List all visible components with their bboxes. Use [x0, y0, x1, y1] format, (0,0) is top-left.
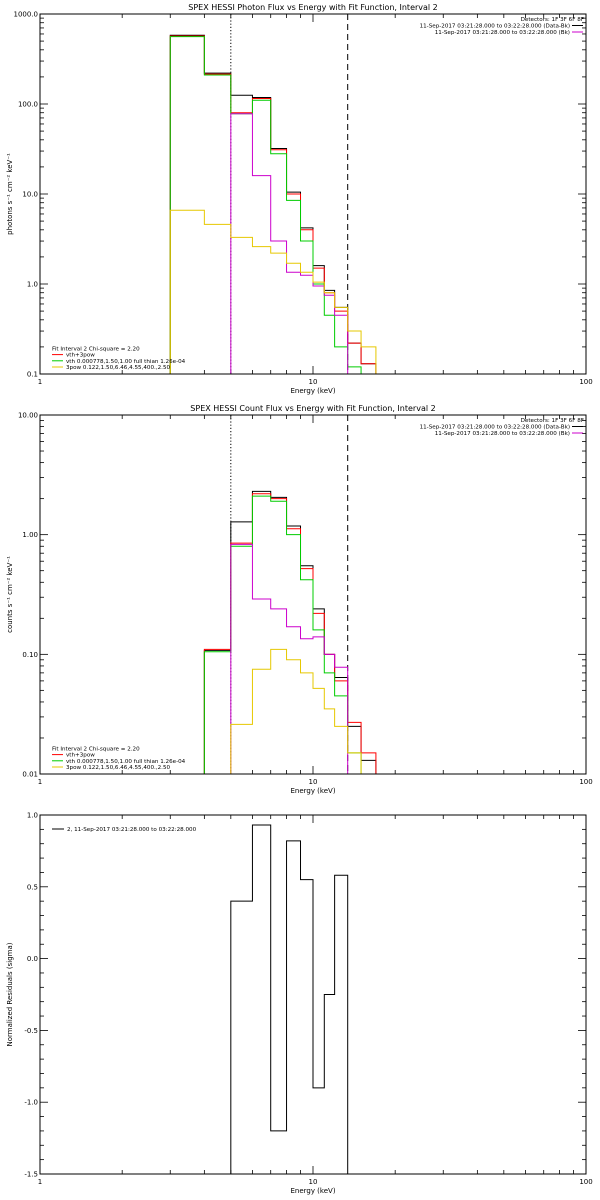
chart-1: SPEX HESSI Photon Flux vs Energy with Fi… [6, 3, 593, 395]
series-5-line [169, 209, 377, 374]
x-tick-label: 1 [38, 378, 42, 386]
x-tick-label: 10 [309, 378, 318, 386]
series-2-line [203, 493, 377, 774]
series-3-line [169, 36, 376, 374]
series-3-line [203, 495, 376, 774]
legend-entry: vth 0.000778,1.50,1.00 full thian 1.26e-… [66, 759, 186, 765]
legend-entry: 11-Sep-2017 03:21:28.000 to 03:22:28.000… [435, 431, 570, 437]
legend-bottom-left: Fit Interval 2 Chi-square = 2.20vth+3pow… [52, 746, 186, 771]
y-tick-label: 0.5 [27, 883, 38, 891]
chart-title: SPEX HESSI Photon Flux vs Energy with Fi… [188, 3, 438, 12]
y-tick-label: 0.1 [27, 371, 38, 379]
y-axis-label: Normalized Residuals (sigma) [6, 942, 14, 1046]
x-axis-label: Energy (keV) [290, 787, 335, 795]
legend-entry: Detectors: 1F 3F 6F 8F [521, 418, 584, 424]
series-4-line [230, 113, 349, 374]
x-axis-label: Energy (keV) [290, 387, 335, 395]
legend-entry: vth+3pow [66, 353, 95, 359]
plot-area [230, 824, 349, 1174]
y-axis-label: photons s⁻¹ cm⁻² keV⁻¹ [6, 153, 14, 235]
series-1-line [169, 34, 377, 374]
y-tick-label: 1.0 [27, 281, 38, 289]
y-tick-label: 10.00 [18, 412, 38, 420]
y-tick-label: -1.0 [24, 1099, 38, 1107]
plot-area [169, 34, 377, 374]
legend-entry: 11-Sep-2017 03:21:28.000 to 03:22:28.000… [420, 425, 570, 431]
x-tick-label: 1 [38, 1178, 42, 1186]
y-tick-label: 10.0 [22, 191, 38, 199]
x-tick-label: 100 [579, 378, 592, 386]
y-tick-label: -1.5 [24, 1171, 38, 1179]
y-tick-label: 1.00 [22, 531, 38, 539]
chart-3: 1 10 100 Energy (keV) -1.5 -1.0 -0.5 0.0 0.5 1.0 N… [6, 812, 593, 1196]
x-axis: 1 10 100 Energy (keV) [38, 815, 593, 1195]
x-axis: 1 10 100 Energy (keV) [38, 14, 593, 395]
chart-2: SPEX HESSI Count Flux vs Energy with Fit… [6, 404, 593, 795]
legend-top-left: 2, 11-Sep-2017 03:21:28.000 to 03:22:28.… [52, 827, 197, 833]
plot-frame [39, 13, 587, 375]
x-axis-label: Energy (keV) [290, 1187, 335, 1195]
legend-entry: Detectors: 1F 3F 6F 8F [521, 17, 584, 23]
y-tick-label: 1000.0 [14, 11, 39, 19]
y-axis: 0.01 0.10 1.00 10.00 counts s⁻¹ cm⁻² keV⁻¹ [6, 412, 586, 779]
y-axis: -1.5 -1.0 -0.5 0.0 0.5 1.0 Normalized Residual… [6, 812, 586, 1179]
legend-entry: 3pow 0.122,1.50,6.46,4.55,400.,2.50 [66, 765, 171, 771]
legend-entry: 2, 11-Sep-2017 03:21:28.000 to 03:22:28.… [67, 827, 197, 833]
legend-entry: Fit Interval 2 Chi-square = 2.20 [52, 346, 140, 352]
plot-frame [39, 814, 587, 1175]
y-tick-label: 1.0 [27, 812, 38, 820]
legend-entry: 11-Sep-2017 03:21:28.000 to 03:22:28.000… [420, 24, 570, 30]
x-tick-label: 100 [579, 1178, 592, 1186]
y-tick-label: 0.0 [27, 955, 38, 963]
plot-frame [39, 414, 587, 775]
series-2-line [169, 35, 377, 374]
legend-entry: vth 0.000778,1.50,1.00 full thian 1.26e-… [66, 359, 186, 365]
legend-bottom-left: Fit Interval 2 Chi-square = 2.20vth+3pow… [52, 346, 186, 371]
legend-entry: vth+3pow [66, 753, 95, 759]
y-tick-label: 0.01 [22, 771, 38, 779]
series-1-line [230, 824, 349, 1174]
x-tick-label: 10 [309, 1178, 318, 1186]
x-tick-label: 1 [38, 778, 42, 786]
y-tick-label: 0.10 [22, 651, 38, 659]
legend-entry: Fit Interval 2 Chi-square = 2.20 [52, 746, 140, 752]
series-4-line [230, 543, 349, 774]
y-tick-label: -0.5 [24, 1027, 38, 1035]
chart-title: SPEX HESSI Count Flux vs Energy with Fit… [190, 404, 435, 413]
x-tick-label: 10 [309, 778, 318, 786]
legend-entry: 11-Sep-2017 03:21:28.000 to 03:22:28.000… [435, 30, 570, 36]
y-axis-label: counts s⁻¹ cm⁻² keV⁻¹ [6, 556, 14, 633]
x-axis: 1 10 100 Energy (keV) [38, 415, 593, 795]
plot-area [203, 490, 377, 774]
series-5-line [230, 648, 362, 774]
legend-entry: 3pow 0.122,1.50,6.46,4.55,400.,2.50 [66, 365, 171, 371]
series-1-line [203, 490, 377, 774]
x-tick-label: 100 [579, 778, 592, 786]
y-tick-label: 100.0 [18, 101, 38, 109]
